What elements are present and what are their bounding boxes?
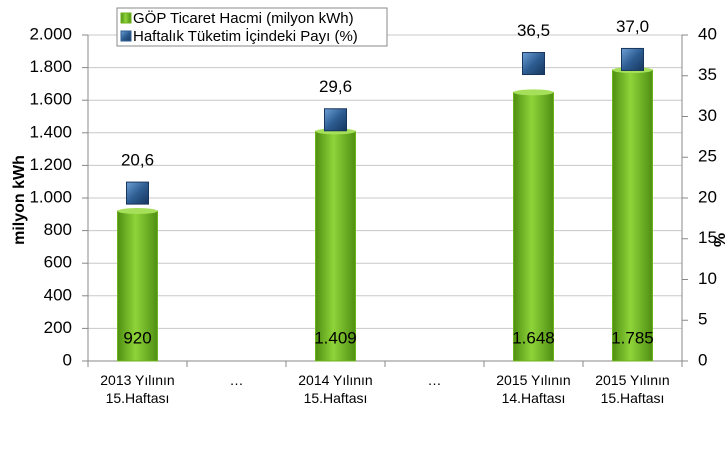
y-tick-label: 800 [44,220,72,239]
bar [117,210,158,362]
marker-value-label: 37,0 [616,17,649,36]
x-tick-label: 2013 Yılının 15.Haftası [100,372,175,406]
marker [126,181,149,205]
y2-tick-label: 10 [698,269,717,288]
y-axis-label: milyon kWh [11,155,28,245]
legend-box [116,7,388,47]
y2-axis-label: % [710,233,726,247]
y-tick-label: 1.400 [29,122,72,141]
marker [522,52,545,76]
legend-swatch [120,30,132,42]
y2-tick-label: 30 [698,106,717,125]
y-tick-label: 2.000 [29,24,72,43]
y-tick-label: 1.600 [29,90,72,109]
marker-value-label: 20,6 [121,151,154,170]
y-tick-label: 0 [63,350,72,369]
marker-value-label: 29,6 [319,77,352,96]
y-tick-label: 200 [44,318,72,337]
bar-value-label: 1.409 [314,328,357,347]
bar-top [513,89,554,96]
bar-value-label: 1.648 [512,328,555,347]
y2-tick-label: 0 [698,350,707,369]
y-tick-label: 1.200 [29,155,72,174]
marker-value-label: 36,5 [517,21,550,40]
y2-tick-label: 20 [698,187,717,206]
bar-value-label: 1.785 [611,328,654,347]
bar [513,91,554,362]
bar-value-label: 920 [123,328,151,347]
bar [612,69,653,362]
y2-tick-label: 15 [698,228,717,247]
y2-tick-label: 35 [698,65,717,84]
x-tick-label: … [427,372,442,388]
marker [621,47,644,71]
legend-swatch [120,12,132,24]
y-tick-label: 1.800 [29,57,72,76]
y2-tick-label: 40 [698,24,717,43]
legend-label: GÖP Ticaret Hacmi (milyon kWh) [133,9,354,27]
bar [315,130,356,362]
marker [324,108,347,132]
y2-tick-label: 5 [698,310,707,329]
y-tick-label: 1.000 [29,187,72,206]
x-tick-label: 2015 Yılının 14.Haftası [496,372,571,406]
y-tick-label: 400 [44,285,72,304]
y-tick-label: 600 [44,253,72,272]
x-tick-label: 2015 Yılının 15.Haftası [595,372,670,406]
y2-tick-label: 25 [698,147,717,166]
x-tick-label: 2014 Yılının 15.Haftası [298,372,373,406]
x-tick-label: … [229,372,244,388]
legend-label: Haftalık Tüketim İçindeki Payı (%) [133,27,358,45]
bar-top [117,208,158,215]
